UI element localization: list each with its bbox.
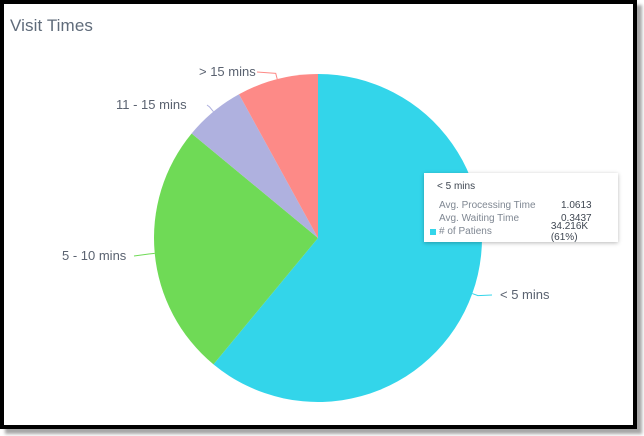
pie-slice-lt5[interactable] bbox=[213, 74, 482, 403]
leader-line-lt5 bbox=[472, 293, 493, 297]
tooltip-value: 0.3437 bbox=[561, 213, 592, 224]
legend-swatch-icon bbox=[430, 228, 436, 235]
slice-label-lt5: < 5 mins bbox=[500, 287, 550, 302]
tooltip-value: 1.0613 bbox=[561, 200, 592, 211]
tooltip-key: Avg. Processing Time bbox=[439, 200, 536, 211]
tooltip-key: # of Patiens bbox=[439, 226, 492, 237]
pie-slice-gt15[interactable] bbox=[238, 74, 318, 238]
chart-title: Visit Times bbox=[10, 16, 93, 35]
slice-label-gt15: > 15 mins bbox=[199, 64, 256, 79]
tooltip-row-waiting: Avg. Waiting Time 0.3437 bbox=[430, 212, 612, 225]
pie-slices bbox=[154, 74, 482, 403]
tooltip-value: 34.216K (61%) bbox=[550, 220, 589, 243]
slice-label-5to10: 5 - 10 mins bbox=[62, 248, 127, 263]
tooltip-row-patients: # of Patiens 34.216K (61%) bbox=[430, 221, 612, 243]
tooltip-key: Avg. Waiting Time bbox=[439, 213, 520, 224]
leader-lines bbox=[133, 71, 493, 297]
pie-slice-5to10[interactable] bbox=[154, 133, 318, 365]
tooltip-title: < 5 mins bbox=[437, 181, 476, 192]
tooltip: < 5 mins Avg. Processing Time 1.0613 Avg… bbox=[424, 173, 618, 243]
slice-label-11to15: 11 - 15 mins bbox=[116, 97, 187, 112]
leader-line-gt15 bbox=[256, 71, 278, 80]
pie-slice-11to15[interactable] bbox=[191, 94, 318, 238]
leader-line-5to10 bbox=[133, 252, 155, 257]
tooltip-row-processing: Avg. Processing Time 1.0613 bbox=[430, 199, 612, 212]
leader-line-11to15 bbox=[206, 104, 214, 112]
